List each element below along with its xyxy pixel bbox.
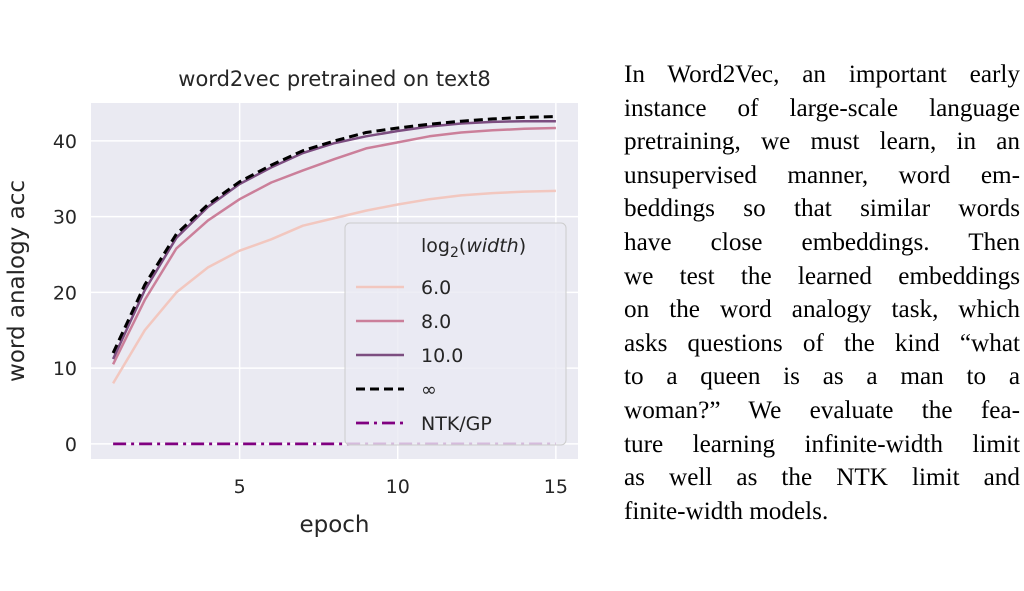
caption-line: ture learning infinite-width limit	[624, 430, 1020, 458]
caption-line: woman?” We evaluate the fea-	[624, 396, 1020, 424]
y-tick-label: 20	[53, 282, 77, 304]
caption-line: pretraining, we must learn, in an	[624, 128, 1020, 156]
caption-line: as well as the NTK limit and	[624, 464, 1020, 492]
y-tick-label: 10	[53, 358, 77, 380]
y-tick-label: 40	[53, 131, 77, 153]
caption-line: instance of large-scale language	[624, 94, 1020, 122]
caption-line: asks questions of the kind “what	[624, 329, 1020, 357]
caption-line: we test the learned embeddings	[624, 262, 1020, 290]
legend-label: 8.0	[421, 311, 451, 333]
chart-title: word2vec pretrained on text8	[178, 67, 490, 91]
series-line-10.0	[111, 119, 556, 360]
line-chart: 5 10 15 0 10 20 30 40 word2vec pretrained on tex…	[4, 67, 578, 538]
series-line-6.0	[112, 189, 556, 384]
x-tick-label: 15	[544, 476, 568, 498]
y-axis-label: word analogy acc	[4, 180, 30, 382]
caption-paragraph: In Word2Vec, an important early instance …	[624, 58, 1020, 528]
x-axis-label: epoch	[299, 512, 369, 538]
caption-line: finite-width models.	[624, 497, 829, 525]
caption-line: In Word2Vec, an important early	[624, 61, 1020, 88]
x-tick-label: 10	[386, 476, 410, 498]
chart-figure: 5 10 15 0 10 20 30 40 word2vec pretrained on tex…	[4, 67, 578, 538]
legend-label: 10.0	[421, 345, 463, 367]
series-line-∞	[111, 115, 556, 354]
y-tick-label: 30	[53, 207, 77, 229]
x-tick-label: 5	[234, 476, 246, 498]
legend: log2(width) 6.0 8.0 10.0 ∞ NTK/GP	[344, 222, 567, 446]
caption-line: beddings so that similar words	[624, 195, 1020, 223]
legend-label: ∞	[421, 379, 437, 401]
y-tick-label: 0	[65, 434, 77, 456]
series-line-8.0	[111, 126, 556, 365]
caption-line: unsupervised manner, word em-	[624, 161, 1020, 189]
caption-line: on the word analogy task, which	[624, 296, 1020, 324]
legend-label: 6.0	[421, 277, 451, 299]
caption-line: have close embeddings. Then	[624, 228, 1020, 256]
legend-label: NTK/GP	[421, 413, 492, 435]
legend-title: log2(width)	[421, 235, 526, 261]
caption-line: to a queen is as a man to a	[624, 363, 1020, 391]
